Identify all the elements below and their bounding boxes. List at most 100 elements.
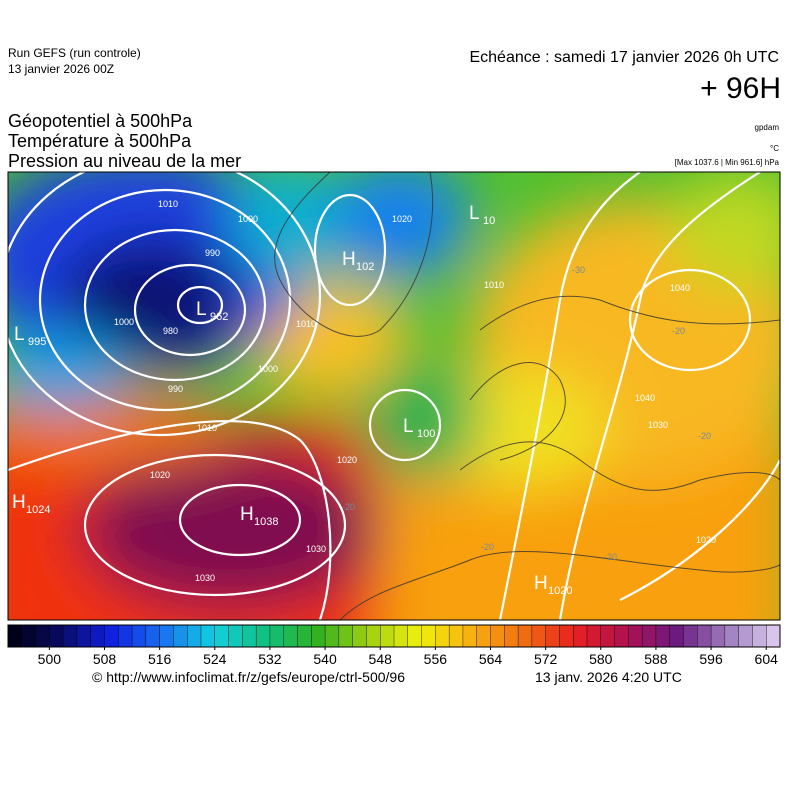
colorbar-cell [683, 624, 698, 648]
center-type: L [403, 416, 414, 437]
colorbar-tick-label: 564 [479, 651, 503, 667]
colorbar-tick-label: 572 [534, 651, 558, 667]
isobar-label: 980 [163, 326, 178, 336]
colorbar-cell [200, 624, 216, 648]
center-type: H [342, 249, 356, 270]
colorbar-cell [380, 624, 395, 648]
temperature-label: -20 [672, 326, 685, 336]
colorbar-cell [669, 624, 685, 648]
colorbar-cell [90, 624, 106, 648]
colorbar-cell [269, 624, 285, 648]
colorbar-cell [104, 624, 119, 648]
colorbar-tick-label: 508 [93, 651, 117, 667]
colorbar-cell [655, 624, 671, 648]
colorbar-cell [641, 624, 657, 648]
field: Température à 500hPa [8, 131, 192, 151]
colorbar-cell [435, 624, 450, 648]
colorbar-tick-label: 548 [369, 651, 393, 667]
colorbar-cell [724, 624, 740, 648]
coastlines [274, 172, 780, 620]
isobar-label: 990 [168, 384, 183, 394]
center-type: H [534, 573, 548, 594]
colorbar-cell [517, 624, 533, 648]
center-value: 100 [417, 428, 435, 440]
center-value: 10 [483, 215, 495, 227]
center-value: 1038 [254, 516, 278, 528]
colorbar-cell [228, 624, 243, 648]
center-type: H [12, 492, 26, 513]
colorbar-cell [21, 624, 37, 648]
temperature-label: -20 [481, 542, 494, 552]
isobar-label: 1040 [670, 283, 690, 293]
isobar-label: 1020 [150, 470, 170, 480]
run: Run GEFS (run controle) [8, 46, 141, 60]
run-date: 13 janvier 2026 00Z [8, 62, 114, 76]
colorbar-cell [352, 624, 367, 648]
temperature-label: -20 [342, 502, 355, 512]
colorbar-cell [407, 624, 423, 648]
colorbar-cell [324, 624, 340, 648]
colorbar-cell [614, 624, 629, 648]
center-type: L [14, 324, 25, 345]
isobar-label: 1010 [296, 319, 316, 329]
colorbar-cell [448, 624, 464, 648]
isobar-label: 1000 [258, 364, 278, 374]
center-value: 995 [28, 336, 46, 348]
isobar-label: 1020 [696, 535, 716, 545]
colorbar-cell [490, 624, 505, 648]
colorbar-cell [311, 624, 326, 648]
colorbar-cell [159, 624, 174, 648]
unit: °C [770, 144, 779, 153]
center-value: 1020 [548, 585, 572, 597]
field: Géopotentiel à 500hPa [8, 111, 193, 131]
center-value: 102 [356, 261, 374, 273]
colorbar-cell [35, 624, 50, 648]
colorbar-cell [393, 624, 409, 648]
isobar-label: 1030 [195, 573, 215, 583]
colorbar-tick-label: 556 [424, 651, 448, 667]
center-type: L [469, 203, 480, 224]
colorbar-cell [49, 624, 64, 648]
colorbar-frame [7, 624, 781, 648]
colorbar-cell [545, 624, 560, 648]
colorbar-cell [255, 624, 271, 648]
colorbar-cell [366, 624, 381, 648]
map-frame [7, 171, 781, 621]
colorbar-cell [7, 624, 23, 648]
isobar-label: 990 [205, 248, 220, 258]
colorbar-tick-label: 604 [755, 651, 779, 667]
colorbar-cell [187, 624, 202, 648]
unit: [Max 1037.6 | Min 961.6] hPa [675, 158, 780, 167]
colorbar-cell [476, 624, 492, 648]
colorbar-tick-label: 516 [148, 651, 172, 667]
valid-time: Echéance : samedi 17 janvier 2026 0h UTC [469, 49, 779, 66]
colorbar-cell [738, 624, 753, 648]
temperature-label: -20 [604, 552, 617, 562]
isobar-label: 1030 [306, 544, 326, 554]
isobar-label: 1020 [392, 214, 412, 224]
colorbar-cell [531, 624, 547, 648]
colorbar-cell [421, 624, 436, 648]
colorbar-cell [504, 624, 519, 648]
isobar-label: 1010 [158, 199, 178, 209]
center-value: 962 [210, 311, 228, 323]
colorbar-cell [573, 624, 588, 648]
temperature-label: -20 [698, 431, 711, 441]
colorbar-cell [338, 624, 354, 648]
field-shading [8, 172, 780, 620]
colorbar-cell [752, 624, 767, 648]
isobars [8, 172, 780, 620]
center-type: L [196, 299, 207, 320]
colorbar-tick-label: 588 [644, 651, 668, 667]
colorbar-cell [173, 624, 188, 648]
colorbar-cell [559, 624, 574, 648]
temperature-label: -30 [572, 265, 585, 275]
colorbar-tick-label: 540 [313, 651, 337, 667]
isobar-label: 1040 [635, 393, 655, 403]
colorbar-cell [766, 624, 781, 648]
colorbar-tick-label: 524 [203, 651, 227, 667]
